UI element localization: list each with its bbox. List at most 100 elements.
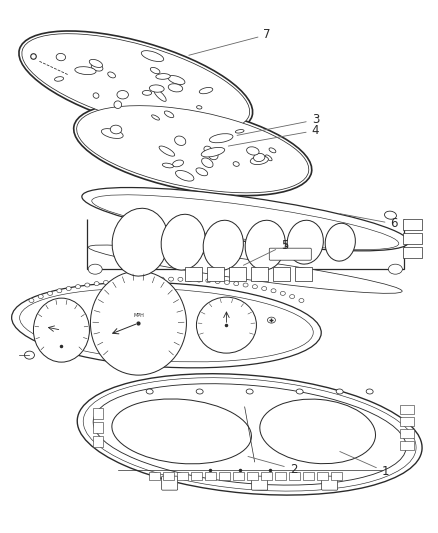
Ellipse shape xyxy=(75,285,81,289)
Ellipse shape xyxy=(83,378,416,491)
FancyBboxPatch shape xyxy=(233,472,244,480)
Ellipse shape xyxy=(150,277,155,281)
Ellipse shape xyxy=(389,264,403,274)
FancyBboxPatch shape xyxy=(149,472,160,480)
Ellipse shape xyxy=(201,148,225,157)
Ellipse shape xyxy=(146,389,153,394)
FancyBboxPatch shape xyxy=(273,267,290,281)
Text: 7: 7 xyxy=(189,28,271,55)
Ellipse shape xyxy=(82,188,409,251)
FancyBboxPatch shape xyxy=(207,267,223,281)
FancyBboxPatch shape xyxy=(162,476,178,490)
Ellipse shape xyxy=(101,128,123,139)
Ellipse shape xyxy=(154,89,166,101)
Ellipse shape xyxy=(88,264,102,274)
FancyBboxPatch shape xyxy=(332,472,342,480)
Ellipse shape xyxy=(112,399,251,464)
Ellipse shape xyxy=(261,287,267,290)
Ellipse shape xyxy=(204,146,212,153)
Ellipse shape xyxy=(33,298,89,362)
Ellipse shape xyxy=(287,220,323,264)
Ellipse shape xyxy=(175,136,186,146)
Ellipse shape xyxy=(268,317,276,323)
Ellipse shape xyxy=(271,289,276,293)
Ellipse shape xyxy=(19,31,253,134)
Text: 4: 4 xyxy=(228,124,319,146)
FancyBboxPatch shape xyxy=(177,472,188,480)
FancyBboxPatch shape xyxy=(93,422,103,433)
Ellipse shape xyxy=(296,389,303,394)
Ellipse shape xyxy=(173,160,184,167)
Ellipse shape xyxy=(201,158,213,167)
Ellipse shape xyxy=(196,297,256,353)
Ellipse shape xyxy=(114,101,122,108)
FancyBboxPatch shape xyxy=(399,429,414,438)
Ellipse shape xyxy=(77,374,422,495)
Ellipse shape xyxy=(187,278,192,281)
Ellipse shape xyxy=(290,295,295,298)
FancyBboxPatch shape xyxy=(403,219,422,230)
Text: 1: 1 xyxy=(340,451,389,478)
FancyBboxPatch shape xyxy=(403,247,422,257)
Ellipse shape xyxy=(22,34,250,132)
Ellipse shape xyxy=(196,389,203,394)
Ellipse shape xyxy=(280,292,285,295)
Polygon shape xyxy=(87,219,404,269)
Ellipse shape xyxy=(112,208,168,276)
Ellipse shape xyxy=(48,292,53,295)
FancyBboxPatch shape xyxy=(163,472,174,480)
Ellipse shape xyxy=(89,59,102,68)
FancyBboxPatch shape xyxy=(191,472,202,480)
Ellipse shape xyxy=(113,279,118,284)
Ellipse shape xyxy=(168,76,185,85)
Ellipse shape xyxy=(159,146,175,156)
Ellipse shape xyxy=(250,156,268,165)
FancyBboxPatch shape xyxy=(318,472,328,480)
Ellipse shape xyxy=(254,154,265,161)
FancyBboxPatch shape xyxy=(247,472,258,480)
Ellipse shape xyxy=(90,271,187,375)
Ellipse shape xyxy=(199,87,213,94)
Ellipse shape xyxy=(366,389,373,394)
FancyBboxPatch shape xyxy=(321,476,338,490)
Ellipse shape xyxy=(156,74,170,79)
Ellipse shape xyxy=(88,245,402,293)
Ellipse shape xyxy=(66,287,71,290)
Ellipse shape xyxy=(110,125,122,134)
Ellipse shape xyxy=(57,289,62,293)
Ellipse shape xyxy=(208,150,218,160)
Ellipse shape xyxy=(92,195,399,249)
Ellipse shape xyxy=(85,283,90,287)
Ellipse shape xyxy=(122,279,127,282)
Text: 6: 6 xyxy=(340,214,398,230)
Ellipse shape xyxy=(336,389,343,394)
Ellipse shape xyxy=(197,278,201,282)
Ellipse shape xyxy=(29,298,34,303)
Ellipse shape xyxy=(20,288,313,362)
FancyBboxPatch shape xyxy=(399,405,414,414)
FancyBboxPatch shape xyxy=(399,441,414,450)
Ellipse shape xyxy=(234,281,239,286)
Ellipse shape xyxy=(209,134,233,143)
Ellipse shape xyxy=(149,85,164,92)
Ellipse shape xyxy=(385,211,396,219)
FancyBboxPatch shape xyxy=(304,472,314,480)
FancyBboxPatch shape xyxy=(399,417,414,425)
Ellipse shape xyxy=(77,106,309,193)
Ellipse shape xyxy=(299,298,304,303)
FancyBboxPatch shape xyxy=(276,472,286,480)
Ellipse shape xyxy=(94,281,99,286)
Ellipse shape xyxy=(93,384,406,485)
FancyBboxPatch shape xyxy=(295,267,311,281)
FancyBboxPatch shape xyxy=(93,436,103,447)
FancyBboxPatch shape xyxy=(290,472,300,480)
Ellipse shape xyxy=(197,106,202,109)
Ellipse shape xyxy=(54,77,64,81)
Text: MPH: MPH xyxy=(133,313,144,318)
Ellipse shape xyxy=(168,84,183,92)
Ellipse shape xyxy=(131,278,136,282)
Ellipse shape xyxy=(215,279,220,284)
FancyBboxPatch shape xyxy=(252,476,268,490)
Ellipse shape xyxy=(93,93,99,98)
FancyBboxPatch shape xyxy=(219,472,230,480)
